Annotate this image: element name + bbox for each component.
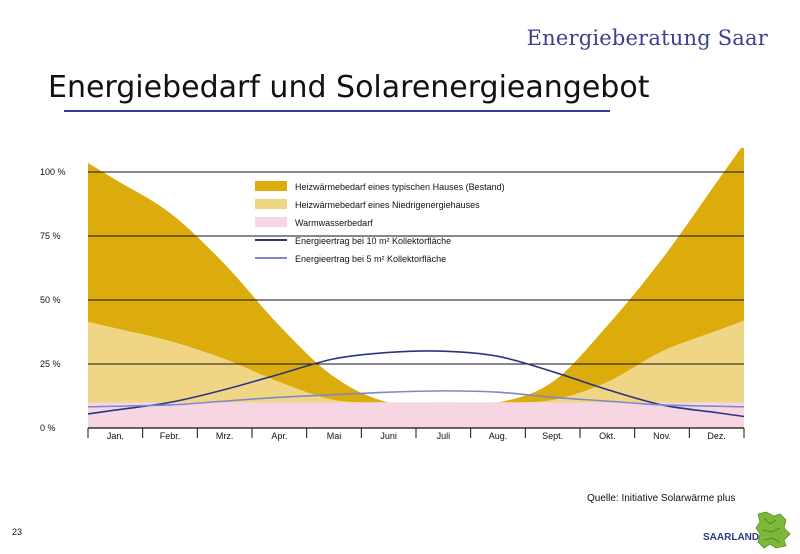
source-note: Quelle: Initiative Solarwärme plus: [587, 493, 736, 504]
x-tick-label: Febr.: [160, 431, 181, 441]
legend-label: Energieertrag bei 5 m² Kollektorfläche: [295, 254, 446, 264]
y-tick-label: 100 %: [40, 167, 66, 177]
legend-swatch: [255, 217, 287, 227]
y-tick-label: 50 %: [40, 295, 61, 305]
x-tick-label: Mrz.: [216, 431, 234, 441]
brand-name: Energieberatung Saar: [526, 26, 768, 50]
x-tick-label: Juni: [380, 431, 397, 441]
y-tick-label: 25 %: [40, 359, 61, 369]
y-tick-label: 75 %: [40, 231, 61, 241]
legend-label: Heizwärmebedarf eines typischen Hauses (…: [295, 182, 505, 192]
area-series-0: [88, 143, 744, 428]
x-tick-label: Okt.: [599, 431, 616, 441]
saarland-logo: [755, 511, 791, 549]
x-tick-label: Aug.: [489, 431, 508, 441]
page-number: 23: [12, 527, 23, 537]
x-tick-label: Nov.: [653, 431, 671, 441]
area-series-1: [88, 320, 744, 428]
y-tick-label: 0 %: [40, 423, 56, 433]
legend-label: Warmwasserbedarf: [295, 218, 373, 228]
slide-title: Energiebedarf und Solarenergieangebot: [48, 70, 650, 105]
legend-label: Energieertrag bei 10 m² Kollektorfläche: [295, 236, 451, 246]
legend-swatch: [255, 199, 287, 209]
legend-label: Heizwärmebedarf eines Niedrigenergiehaus…: [295, 200, 480, 210]
line-series-4: [87, 390, 745, 408]
title-underline: [64, 110, 610, 112]
x-tick-label: Apr.: [271, 431, 287, 441]
energy-chart: 0 % 25 % 50 % 75 % 100 % Jan. Febr. Mrz. Apr. Mai…: [40, 143, 760, 448]
x-tick-label: Mai: [327, 431, 342, 441]
x-tick-label: Jan.: [107, 431, 124, 441]
area-series-2: [88, 402, 744, 428]
legend-swatch: [255, 181, 287, 191]
chart-area: 0 % 25 % 50 % 75 % 100 % Jan. Febr. Mrz. Apr. Mai…: [40, 143, 760, 448]
x-tick-label: Juli: [437, 431, 451, 441]
x-tick-label: Dez.: [707, 431, 726, 441]
saarland-logo-text: SAARLAND: [703, 532, 760, 543]
x-tick-label: Sept.: [542, 431, 563, 441]
